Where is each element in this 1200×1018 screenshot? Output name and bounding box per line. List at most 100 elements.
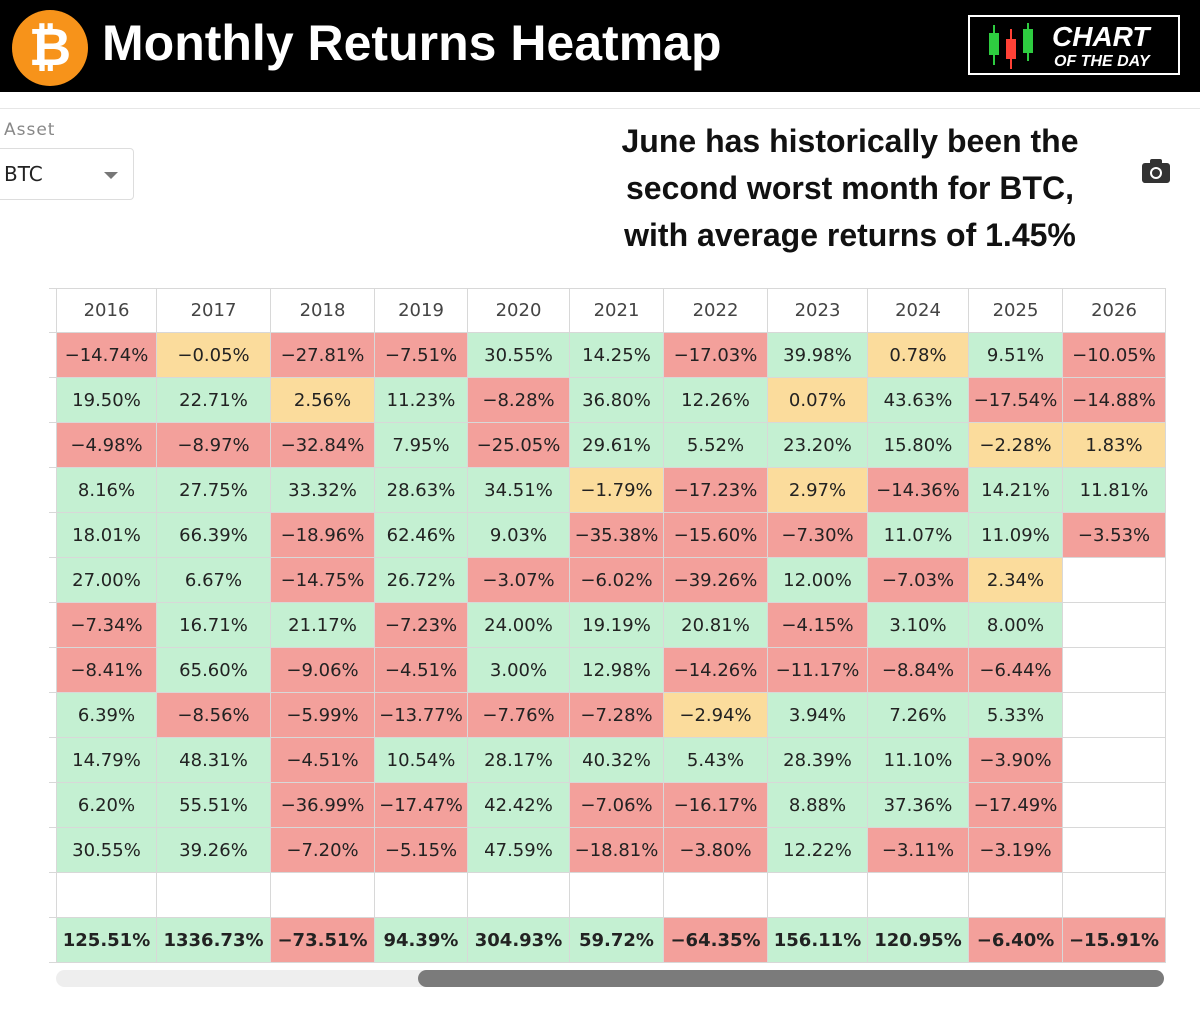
total-cell: −73.51% [271, 918, 375, 963]
heatmap-cell [1063, 648, 1166, 693]
heatmap-cell: −13.77% [375, 693, 468, 738]
camera-button[interactable] [1141, 158, 1171, 184]
total-cell: 156.11% [768, 918, 868, 963]
heatmap-cell: 30.55% [468, 333, 570, 378]
cell [768, 873, 868, 918]
cell [468, 873, 570, 918]
dropdown-caret[interactable] [104, 172, 118, 179]
heatmap-cell [1063, 558, 1166, 603]
heatmap-cell: −1.79% [570, 468, 664, 513]
heatmap-cell: 11.81% [1063, 468, 1166, 513]
heatmap-cell: 7.26% [868, 693, 969, 738]
heatmap-cell [1063, 693, 1166, 738]
heatmap-cell: −10.05% [1063, 333, 1166, 378]
heatmap-cell: −35.38% [570, 513, 664, 558]
heatmap-cell: 33.32% [271, 468, 375, 513]
heatmap-cell: −39.26% [664, 558, 768, 603]
candles-icon [989, 23, 1033, 69]
heatmap-cell: 3.94% [768, 693, 868, 738]
heatmap-cell: −32.84% [271, 423, 375, 468]
heatmap-cell: 14.21% [969, 468, 1063, 513]
cell [969, 873, 1063, 918]
column-header: 2017 [157, 288, 271, 333]
heatmap-cell: 9.51% [969, 333, 1063, 378]
heatmap-cell: 28.63% [375, 468, 468, 513]
asset-dropdown[interactable] [0, 148, 134, 200]
heatmap-cell: 28.39% [768, 738, 868, 783]
heatmap-cell: 37.36% [868, 783, 969, 828]
heatmap-cell: −17.23% [664, 468, 768, 513]
heatmap-cell: −4.98% [57, 423, 157, 468]
heatmap-cell: −14.26% [664, 648, 768, 693]
heatmap-cell: 26.72% [375, 558, 468, 603]
heatmap-cell: −8.84% [868, 648, 969, 693]
heatmap-cell: −6.44% [969, 648, 1063, 693]
heatmap-cell: −7.20% [271, 828, 375, 873]
column-header: 2020 [468, 288, 570, 333]
heatmap-cell: 14.25% [570, 333, 664, 378]
cell [49, 558, 57, 603]
heatmap-cell: 66.39% [157, 513, 271, 558]
heatmap-cell: 10.54% [375, 738, 468, 783]
cell [49, 828, 57, 873]
heatmap-cell: 20.81% [664, 603, 768, 648]
cell [49, 468, 57, 513]
heatmap-cell: 12.98% [570, 648, 664, 693]
heatmap-cell: 2.56% [271, 378, 375, 423]
cell [49, 603, 57, 648]
heatmap-cell: 11.07% [868, 513, 969, 558]
total-cell: −6.40% [969, 918, 1063, 963]
heatmap-cell: 40.32% [570, 738, 664, 783]
heatmap-cell: 36.80% [570, 378, 664, 423]
heatmap-cell: −25.05% [468, 423, 570, 468]
heatmap-cell: −8.97% [157, 423, 271, 468]
heatmap-cell: −2.94% [664, 693, 768, 738]
heatmap-cell: 8.16% [57, 468, 157, 513]
total-cell: −15.91% [1063, 918, 1166, 963]
heatmap-cell: −3.80% [664, 828, 768, 873]
heatmap-cell: 0.07% [768, 378, 868, 423]
heatmap-cell: 2.97% [768, 468, 868, 513]
logo-line: CHART [1052, 21, 1150, 52]
heatmap-cell: 22.71% [157, 378, 271, 423]
heatmap-cell: 27.00% [57, 558, 157, 603]
heatmap-cell: −14.88% [1063, 378, 1166, 423]
heatmap-cell: −14.75% [271, 558, 375, 603]
column-header: 2019 [375, 288, 468, 333]
heatmap-cell: 6.67% [157, 558, 271, 603]
heatmap-cell: −18.96% [271, 513, 375, 558]
heatmap-cell: 29.61% [570, 423, 664, 468]
heatmap-cell: 39.26% [157, 828, 271, 873]
heatmap-cell: 0.78% [868, 333, 969, 378]
heatmap-cell: 65.60% [157, 648, 271, 693]
cell [49, 648, 57, 693]
scrollbar-thumb[interactable] [418, 970, 1164, 987]
heatmap-cell: 30.55% [57, 828, 157, 873]
column-header: 2023 [768, 288, 868, 333]
heatmap-cell: −5.15% [375, 828, 468, 873]
cell [49, 918, 57, 963]
heatmap-cell: 18.01% [57, 513, 157, 558]
cell [570, 873, 664, 918]
heatmap-cell [1063, 603, 1166, 648]
cell [375, 873, 468, 918]
heatmap-cell: 48.31% [157, 738, 271, 783]
cell [49, 783, 57, 828]
heatmap-cell: 3.10% [868, 603, 969, 648]
asset-value[interactable]: BTC [4, 162, 43, 186]
heatmap-cell: −7.76% [468, 693, 570, 738]
heatmap-cell: −4.51% [375, 648, 468, 693]
total-cell: 94.39% [375, 918, 468, 963]
heatmap-cell: −6.02% [570, 558, 664, 603]
logo-line: OF THE DAY [1054, 53, 1150, 70]
annotation-line: second worst month for BTC, [626, 170, 1074, 206]
heatmap-cell: −14.74% [57, 333, 157, 378]
heatmap-cell: 6.20% [57, 783, 157, 828]
heatmap-cell [1063, 828, 1166, 873]
heatmap-cell: −2.28% [969, 423, 1063, 468]
total-cell: 59.72% [570, 918, 664, 963]
heatmap-cell: 5.43% [664, 738, 768, 783]
heatmap-cell: −5.99% [271, 693, 375, 738]
heatmap-cell: −7.03% [868, 558, 969, 603]
heatmap-cell: 28.17% [468, 738, 570, 783]
